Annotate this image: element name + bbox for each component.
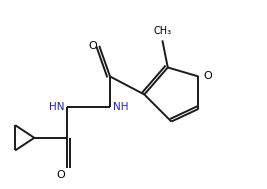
- Text: NH: NH: [113, 102, 128, 112]
- Text: CH₃: CH₃: [153, 26, 171, 36]
- Text: O: O: [203, 71, 212, 81]
- Text: O: O: [88, 41, 97, 51]
- Text: HN: HN: [49, 102, 64, 112]
- Text: O: O: [56, 170, 65, 180]
